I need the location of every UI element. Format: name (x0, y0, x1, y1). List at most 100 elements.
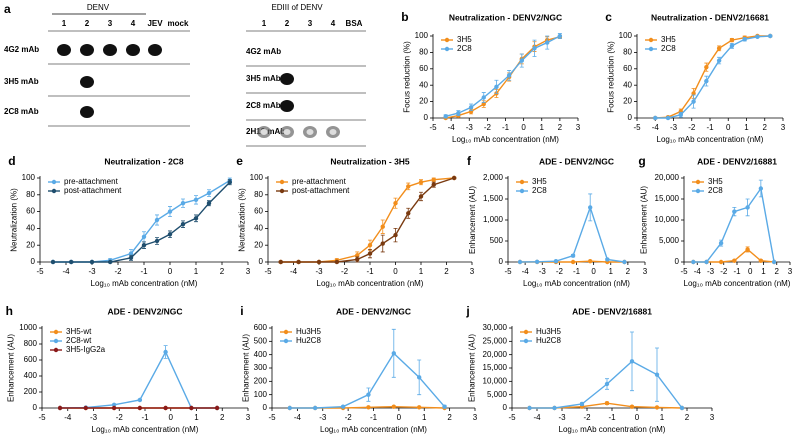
x-tick-label: 2 (558, 123, 563, 132)
data-point (391, 351, 396, 356)
blot-row-label: 2C8 mAb (4, 107, 39, 116)
y-tick-label: 0 (259, 257, 264, 266)
series-line (445, 35, 561, 118)
data-point (141, 243, 147, 248)
y-tick-label: 40 (623, 80, 632, 89)
y-tick-label: 15,000 (483, 363, 508, 372)
y-tick-label: 100 (250, 173, 264, 182)
y-tick-label: 1000 (19, 323, 37, 332)
y-tick-label: 0 (33, 403, 38, 412)
data-point (443, 114, 448, 119)
x-axis-label: Log₁₀ mAb concentration (nM) (452, 135, 559, 144)
panel-label: j (465, 304, 469, 318)
x-tick-label: -2 (116, 413, 124, 422)
panel-label: h (6, 304, 13, 318)
data-point (367, 243, 373, 248)
chart-title: ADE - DENV2/16881 (572, 306, 652, 316)
y-tick-label: 10,000 (483, 376, 508, 385)
blot-row-label: 3H5 mAb (4, 77, 39, 86)
x-tick-label: -1 (370, 413, 378, 422)
data-point (732, 209, 737, 214)
y-tick-label: 25,000 (483, 336, 508, 345)
data-point (451, 175, 457, 181)
x-tick-label: -1 (733, 267, 741, 276)
panel-label: d (8, 154, 15, 168)
blot-row-label: 4G2 mAb (4, 45, 39, 54)
data-point (154, 238, 160, 244)
data-point (180, 222, 186, 227)
x-tick-label: -4 (448, 123, 456, 132)
data-point (340, 404, 346, 409)
legend-label: 2C8-wt (66, 336, 92, 345)
y-tick-label: 0 (628, 113, 633, 122)
y-tick-label: 60 (254, 207, 263, 216)
blot-spot-core (260, 129, 268, 135)
data-point (553, 258, 559, 264)
legend-marker (444, 46, 450, 52)
x-tick-label: -5 (268, 413, 276, 422)
x-axis-label: Log₁₀ mAb concentration (nM) (91, 279, 198, 288)
data-point (745, 205, 750, 210)
chart-title: Neutralization - DENV2/NGC (449, 12, 562, 22)
data-point (716, 58, 722, 63)
y-axis-label: Enhancement (AU) (468, 334, 477, 402)
panel-label: a (4, 2, 11, 16)
data-point (128, 255, 134, 260)
data-point (312, 405, 318, 411)
y-tick-label: 400 (254, 350, 268, 359)
y-tick-label: 20 (26, 240, 35, 249)
x-tick-label: -4 (64, 413, 72, 422)
y-axis-label: Focus reduction (%) (402, 41, 411, 113)
y-tick-label: 5,000 (487, 390, 508, 399)
y-tick-label: 0 (675, 257, 680, 266)
data-point (579, 401, 585, 407)
x-tick-label: 0 (168, 267, 173, 276)
x-tick-label: 1 (761, 267, 766, 276)
x-tick-label: -1 (502, 123, 510, 132)
x-tick-label: 3 (576, 123, 581, 132)
x-axis-label: Log₁₀ mAb concentration (nM) (559, 425, 666, 434)
data-point (732, 258, 737, 263)
data-point (519, 58, 525, 63)
y-tick-label: 30,000 (483, 323, 508, 332)
x-tick-label: -2 (484, 123, 492, 132)
y-tick-label: 0 (424, 113, 429, 122)
legend-marker (444, 37, 450, 43)
chart-title: ADE - DENV2/NGC (336, 306, 411, 316)
x-tick-label: -2 (345, 413, 353, 422)
data-point (605, 257, 610, 262)
legend-marker (53, 347, 59, 353)
y-axis-label: Focus reduction (%) (606, 41, 615, 113)
data-point (517, 259, 523, 265)
x-axis-label: Log₁₀ mAb concentration (nM) (523, 279, 630, 288)
x-tick-label: -3 (319, 413, 327, 422)
y-tick-label: 0 (503, 403, 508, 412)
data-point (366, 392, 371, 397)
legend-marker (279, 179, 285, 185)
x-tick-label: 2 (447, 413, 452, 422)
panel-label: b (401, 10, 408, 24)
series-line (655, 35, 771, 119)
x-tick-label: -2 (688, 123, 696, 132)
legend-label: post-attachment (64, 186, 122, 195)
x-tick-label: -5 (38, 413, 46, 422)
x-tick-label: 3 (246, 413, 251, 422)
x-tick-label: -5 (680, 267, 688, 276)
y-tick-label: 40 (419, 80, 428, 89)
data-point (654, 372, 660, 377)
x-tick-label: -4 (62, 267, 70, 276)
data-point (206, 190, 212, 196)
legend-marker (283, 338, 289, 344)
x-tick-label: -2 (556, 267, 564, 276)
x-tick-label: -4 (694, 267, 702, 276)
y-tick-label: 600 (254, 323, 268, 332)
x-tick-label: 3 (470, 267, 475, 276)
data-point (393, 232, 398, 238)
blot-column: 1 (262, 19, 267, 28)
series-line (655, 35, 771, 119)
x-tick-label: 1 (194, 413, 199, 422)
data-point (653, 115, 658, 121)
x-tick-label: 0 (393, 267, 398, 276)
data-point (771, 259, 777, 265)
legend-marker (51, 188, 57, 194)
